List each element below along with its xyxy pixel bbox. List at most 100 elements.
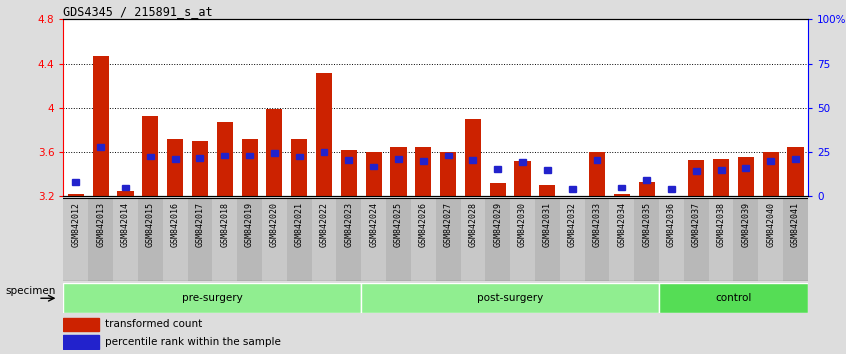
Bar: [659, 283, 808, 313]
Bar: [118, 191, 134, 196]
Text: GSM842026: GSM842026: [419, 202, 428, 247]
Bar: [337, 198, 361, 281]
Bar: [138, 198, 162, 281]
Bar: [464, 119, 481, 196]
Text: GSM842041: GSM842041: [791, 202, 800, 247]
Bar: [63, 198, 88, 281]
Bar: [262, 198, 287, 281]
Bar: [147, 154, 154, 159]
Text: GSM842040: GSM842040: [766, 202, 775, 247]
Bar: [618, 185, 625, 190]
Bar: [486, 198, 510, 281]
Text: GSM842027: GSM842027: [443, 202, 453, 247]
Bar: [717, 167, 724, 173]
Bar: [390, 147, 407, 196]
Text: GSM842020: GSM842020: [270, 202, 279, 247]
Text: percentile rank within the sample: percentile rank within the sample: [105, 337, 281, 347]
Bar: [420, 158, 426, 164]
Bar: [440, 152, 456, 196]
Bar: [246, 153, 253, 158]
Bar: [241, 139, 258, 196]
Bar: [560, 198, 585, 281]
Bar: [436, 198, 460, 281]
Text: GSM842035: GSM842035: [642, 202, 651, 247]
Text: GSM842034: GSM842034: [618, 202, 626, 247]
Bar: [585, 198, 609, 281]
Bar: [544, 167, 551, 173]
Bar: [88, 198, 113, 281]
Bar: [693, 168, 700, 174]
Bar: [519, 159, 526, 165]
Bar: [514, 161, 530, 196]
Text: GSM842037: GSM842037: [692, 202, 700, 247]
Bar: [738, 156, 754, 196]
Text: GSM842038: GSM842038: [717, 202, 726, 247]
Text: GSM842024: GSM842024: [369, 202, 378, 247]
Bar: [192, 141, 208, 196]
Bar: [212, 198, 237, 281]
Bar: [589, 152, 605, 196]
Text: GSM842022: GSM842022: [320, 202, 328, 247]
Text: GSM842036: GSM842036: [667, 202, 676, 247]
Bar: [733, 198, 758, 281]
Text: GSM842032: GSM842032: [568, 202, 577, 247]
Bar: [792, 156, 799, 162]
Bar: [97, 144, 104, 149]
Text: GSM842014: GSM842014: [121, 202, 130, 247]
Bar: [395, 156, 402, 162]
Bar: [762, 152, 779, 196]
Bar: [162, 198, 188, 281]
Bar: [643, 177, 650, 183]
Bar: [445, 153, 452, 158]
Text: GSM842033: GSM842033: [592, 202, 602, 247]
Bar: [217, 122, 233, 196]
Bar: [271, 150, 277, 156]
Bar: [365, 152, 382, 196]
Bar: [767, 158, 774, 164]
Bar: [341, 150, 357, 196]
Text: GSM842013: GSM842013: [96, 202, 105, 247]
Bar: [266, 109, 283, 196]
Bar: [709, 198, 733, 281]
Bar: [684, 198, 709, 281]
Text: GSM842017: GSM842017: [195, 202, 205, 247]
Bar: [688, 160, 705, 196]
Bar: [68, 194, 84, 196]
Bar: [758, 198, 783, 281]
Text: GSM842028: GSM842028: [469, 202, 477, 247]
Bar: [613, 194, 630, 196]
Text: GSM842023: GSM842023: [344, 202, 354, 247]
Bar: [63, 335, 99, 349]
Bar: [345, 157, 352, 163]
Bar: [713, 159, 729, 196]
Bar: [92, 56, 109, 196]
Bar: [113, 198, 138, 281]
Bar: [411, 198, 436, 281]
Bar: [321, 149, 327, 155]
Bar: [470, 157, 476, 163]
Bar: [237, 198, 262, 281]
Bar: [788, 147, 804, 196]
Bar: [386, 198, 411, 281]
Bar: [142, 116, 158, 196]
Bar: [668, 186, 675, 192]
Bar: [490, 183, 506, 196]
Text: GDS4345 / 215891_s_at: GDS4345 / 215891_s_at: [63, 5, 213, 18]
Bar: [188, 198, 212, 281]
Bar: [639, 182, 655, 196]
Text: GSM842018: GSM842018: [220, 202, 229, 247]
Bar: [659, 198, 684, 281]
Bar: [196, 155, 203, 161]
Bar: [510, 198, 535, 281]
Text: GSM842039: GSM842039: [741, 202, 750, 247]
Text: transformed count: transformed count: [105, 319, 202, 329]
Bar: [634, 198, 659, 281]
Bar: [63, 283, 361, 313]
Bar: [539, 185, 556, 196]
Text: GSM842030: GSM842030: [518, 202, 527, 247]
Text: pre-surgery: pre-surgery: [182, 293, 243, 303]
Bar: [361, 198, 386, 281]
Text: GSM842031: GSM842031: [543, 202, 552, 247]
Bar: [783, 198, 808, 281]
Bar: [63, 318, 99, 331]
